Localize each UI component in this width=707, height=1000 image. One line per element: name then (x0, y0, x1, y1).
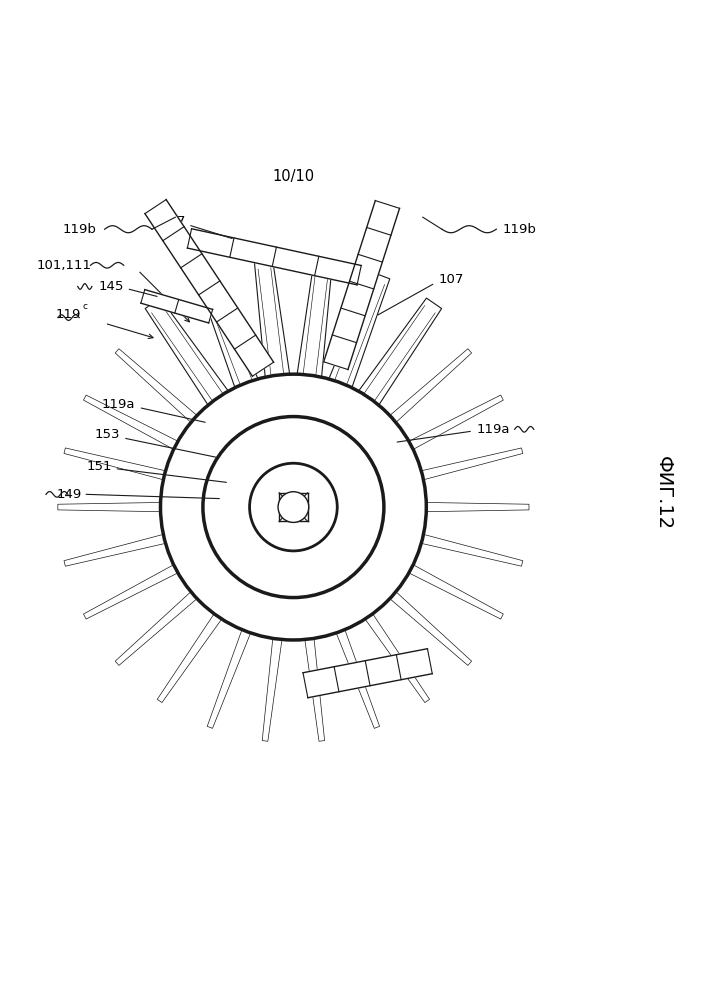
Polygon shape (157, 531, 280, 703)
Circle shape (160, 374, 426, 640)
Polygon shape (303, 298, 442, 484)
Polygon shape (303, 649, 432, 698)
Circle shape (278, 492, 309, 522)
Polygon shape (207, 536, 288, 728)
Polygon shape (58, 501, 260, 513)
Text: 10/10: 10/10 (272, 169, 315, 184)
Text: 153: 153 (95, 428, 120, 441)
Text: 147: 147 (160, 215, 186, 228)
Polygon shape (262, 539, 296, 741)
Polygon shape (187, 229, 361, 285)
Text: ФИГ.12: ФИГ.12 (654, 456, 672, 530)
Polygon shape (145, 200, 274, 376)
Polygon shape (64, 448, 263, 505)
Polygon shape (291, 539, 325, 741)
Polygon shape (255, 260, 303, 471)
Circle shape (203, 417, 384, 598)
Polygon shape (83, 517, 267, 619)
Text: 119b: 119b (63, 223, 97, 236)
Text: c: c (83, 302, 88, 311)
Polygon shape (314, 524, 472, 665)
Polygon shape (324, 448, 522, 505)
Text: 149: 149 (57, 488, 82, 501)
Polygon shape (293, 272, 390, 476)
Polygon shape (115, 349, 273, 490)
Polygon shape (307, 531, 430, 703)
Polygon shape (324, 509, 522, 566)
Polygon shape (326, 501, 529, 513)
Circle shape (250, 463, 337, 551)
Polygon shape (284, 260, 332, 471)
Text: 119a: 119a (477, 423, 510, 436)
Polygon shape (314, 349, 472, 490)
Polygon shape (64, 509, 263, 566)
Text: 107: 107 (438, 273, 464, 286)
Polygon shape (320, 395, 503, 497)
Text: 119a: 119a (102, 398, 136, 411)
Polygon shape (320, 517, 503, 619)
Polygon shape (299, 536, 380, 728)
Text: 119b: 119b (503, 223, 537, 236)
Text: 145: 145 (99, 280, 124, 293)
Polygon shape (145, 298, 284, 484)
Text: 151: 151 (86, 460, 112, 473)
Text: 119: 119 (56, 308, 81, 321)
Polygon shape (83, 395, 267, 497)
Polygon shape (141, 290, 213, 323)
Text: 101,111: 101,111 (36, 259, 91, 272)
Polygon shape (324, 201, 399, 370)
Polygon shape (115, 524, 273, 665)
Polygon shape (197, 272, 293, 476)
